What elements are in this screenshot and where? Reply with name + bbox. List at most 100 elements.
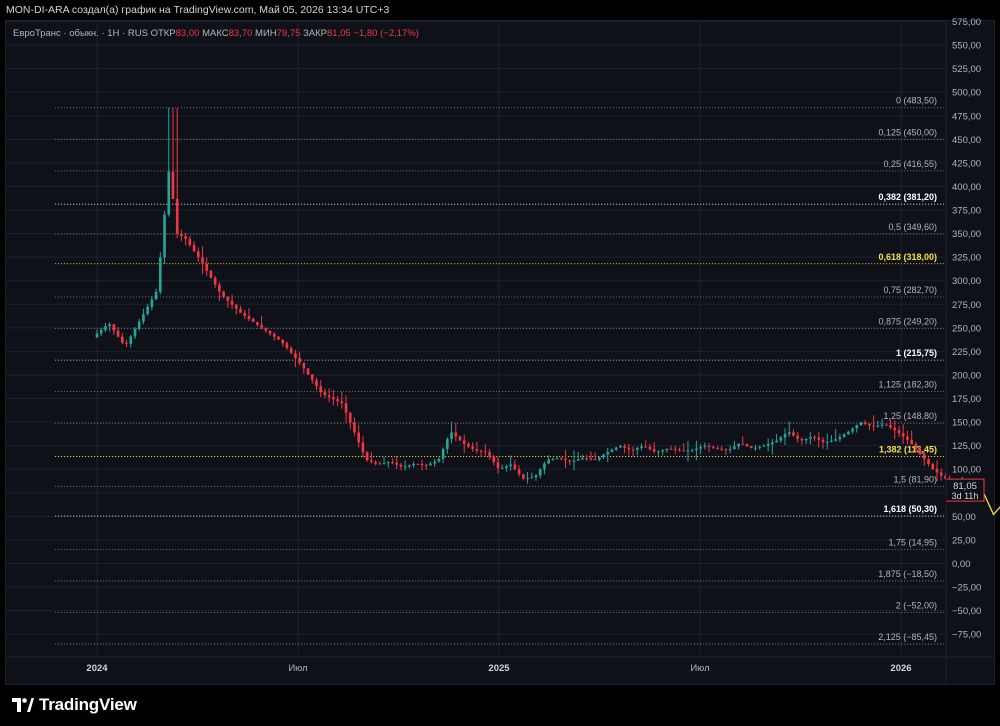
- candle-body: [230, 300, 234, 305]
- candle-body: [420, 464, 424, 466]
- candle-body: [306, 368, 310, 375]
- candle-body: [471, 446, 474, 450]
- candle-body: [243, 312, 247, 316]
- high-value: 83,70: [228, 28, 253, 39]
- last-price-value: 81,05: [953, 481, 977, 492]
- change-value: −1,80 (−2,17%): [353, 28, 419, 39]
- candle-body: [180, 233, 183, 237]
- candle-body: [711, 446, 715, 448]
- close-label: ЗАКР: [303, 28, 328, 39]
- y-tick-label: 475,00: [952, 111, 981, 122]
- candle-body: [640, 446, 643, 449]
- x-tick-label: 2025: [488, 663, 510, 674]
- y-tick-label: 100,00: [952, 465, 981, 476]
- candle-body: [374, 461, 377, 464]
- y-tick-label: 325,00: [952, 253, 981, 264]
- candle-body: [779, 437, 783, 441]
- candle-body: [733, 446, 736, 450]
- candle-body: [931, 464, 935, 470]
- candle-body: [830, 440, 833, 442]
- y-tick-label: 150,00: [952, 418, 981, 429]
- candle-body: [792, 432, 795, 436]
- candle-body: [171, 171, 175, 199]
- candle-body: [505, 466, 508, 468]
- candle-body: [251, 318, 255, 322]
- candle-body: [159, 257, 162, 292]
- candle-body: [665, 448, 669, 451]
- candle-body: [239, 308, 242, 313]
- y-tick-label: −75,00: [952, 630, 981, 641]
- price-chart[interactable]: 575,00 550,00 525,00 500,00 475,00 450,00 425,…: [0, 0, 1000, 686]
- y-tick-label: 400,00: [952, 182, 981, 193]
- candle-body: [441, 448, 445, 459]
- candle-body: [766, 444, 770, 446]
- candle-body: [543, 463, 546, 470]
- candle-body: [327, 395, 331, 398]
- candle-body: [348, 412, 352, 423]
- x-tick-label: Июл: [288, 663, 307, 674]
- candle-body: [787, 432, 791, 435]
- candle-body: [724, 449, 728, 451]
- candle-body: [382, 463, 386, 465]
- candle-body: [408, 465, 411, 467]
- candle-body: [597, 457, 601, 460]
- candle-body: [610, 449, 614, 453]
- chart-panel[interactable]: [5, 20, 995, 685]
- low-label: МИН: [255, 28, 277, 39]
- y-tick-label: −25,00: [952, 583, 981, 594]
- candle-body: [125, 342, 128, 344]
- candle-body: [631, 449, 635, 451]
- candle-body: [703, 445, 707, 447]
- candle-body: [344, 403, 348, 413]
- candle-body: [627, 447, 631, 450]
- candle-body: [868, 423, 871, 426]
- y-tick-label: 200,00: [952, 370, 981, 381]
- candle-body: [695, 448, 698, 451]
- symbol-legend: ЕвроТранс · обыкн. · 1Н · RUS ОТКР83,00 …: [13, 28, 419, 39]
- x-tick-label: 2024: [86, 663, 108, 674]
- candle-body: [872, 425, 875, 427]
- y-tick-label: 175,00: [952, 394, 981, 405]
- candle-body: [226, 296, 230, 301]
- fib-level-label: 1,618 (50,30): [883, 504, 937, 514]
- candle-body: [492, 456, 496, 463]
- candle-body: [652, 449, 656, 452]
- candle-body: [479, 450, 483, 452]
- candle-body: [906, 436, 909, 440]
- candle-body: [690, 450, 694, 452]
- low-value: 79,75: [276, 28, 301, 39]
- open-label: ОТКР: [150, 28, 176, 39]
- open-value: 83,00: [175, 28, 200, 39]
- candle-body: [551, 458, 555, 460]
- candle-body: [809, 437, 812, 439]
- fib-level-label: 0,125 (450,00): [878, 127, 937, 137]
- candle-body: [522, 474, 525, 479]
- candle-body: [399, 464, 403, 467]
- symbol-name[interactable]: ЕвроТранс · обыкн. · 1Н · RUS: [13, 28, 148, 39]
- y-tick-label: 350,00: [952, 229, 981, 240]
- candle-body: [889, 424, 892, 428]
- candle-body: [429, 463, 432, 466]
- candle-body: [222, 291, 225, 297]
- candle-body: [150, 299, 154, 307]
- candle-body: [137, 321, 141, 330]
- y-tick-label: 550,00: [952, 41, 981, 52]
- candle-body: [163, 214, 166, 258]
- candle-body: [142, 314, 145, 322]
- candle-body: [555, 458, 559, 460]
- candle-body: [112, 324, 116, 331]
- candle-body: [572, 460, 576, 462]
- candle-body: [720, 448, 724, 450]
- candle-body: [277, 336, 280, 340]
- candle-body: [205, 263, 209, 271]
- candle-body: [644, 446, 648, 448]
- tradingview-logo[interactable]: TradingView: [12, 695, 137, 715]
- candle-body: [796, 435, 799, 439]
- candle-body: [686, 450, 690, 452]
- candle-body: [602, 454, 605, 458]
- candle-body: [496, 462, 500, 469]
- close-value: 81,05: [327, 28, 351, 39]
- y-tick-label: −50,00: [952, 606, 981, 617]
- candle-body: [847, 431, 850, 435]
- candle-body: [294, 353, 297, 359]
